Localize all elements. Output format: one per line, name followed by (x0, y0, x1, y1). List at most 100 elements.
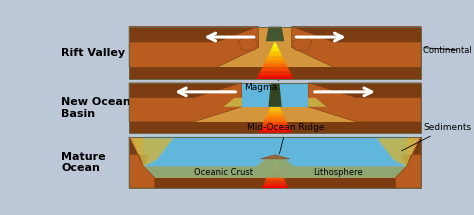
Polygon shape (273, 45, 277, 46)
Polygon shape (261, 127, 290, 128)
Polygon shape (268, 83, 282, 107)
Text: Mid-Ocean Ridge: Mid-Ocean Ridge (247, 123, 325, 154)
Polygon shape (264, 118, 285, 120)
Polygon shape (262, 124, 288, 125)
Polygon shape (270, 168, 281, 169)
Polygon shape (129, 27, 258, 42)
Polygon shape (273, 99, 277, 100)
Text: Magma: Magma (244, 80, 279, 92)
Polygon shape (129, 178, 421, 188)
Polygon shape (129, 137, 421, 188)
Polygon shape (268, 54, 282, 55)
Text: Mature
Ocean: Mature Ocean (61, 152, 106, 173)
Polygon shape (262, 68, 289, 69)
Polygon shape (129, 83, 242, 122)
Polygon shape (271, 165, 279, 166)
Polygon shape (266, 176, 283, 177)
Polygon shape (261, 125, 289, 127)
Polygon shape (270, 106, 280, 108)
Polygon shape (258, 75, 292, 76)
Polygon shape (265, 179, 285, 180)
Polygon shape (267, 56, 283, 57)
Polygon shape (268, 171, 282, 172)
Polygon shape (274, 41, 276, 43)
Polygon shape (272, 103, 278, 104)
Polygon shape (274, 157, 276, 158)
Polygon shape (272, 102, 278, 103)
Polygon shape (263, 122, 287, 123)
Polygon shape (129, 137, 155, 188)
Polygon shape (271, 104, 279, 105)
Polygon shape (272, 161, 278, 163)
Polygon shape (274, 156, 276, 157)
Polygon shape (264, 63, 286, 64)
Text: Oceanic Crust: Oceanic Crust (194, 168, 253, 177)
Polygon shape (224, 98, 242, 107)
Polygon shape (308, 83, 421, 98)
Text: Rift Valley: Rift Valley (61, 48, 125, 58)
Polygon shape (264, 64, 287, 65)
Polygon shape (269, 169, 281, 170)
Polygon shape (273, 44, 277, 45)
Polygon shape (273, 160, 278, 161)
Polygon shape (269, 52, 281, 54)
Polygon shape (272, 48, 279, 49)
Polygon shape (270, 108, 281, 109)
Bar (129, 27, 421, 79)
Polygon shape (263, 185, 287, 186)
Polygon shape (270, 167, 280, 168)
Polygon shape (260, 128, 290, 129)
Polygon shape (260, 129, 291, 130)
Polygon shape (267, 174, 283, 175)
Polygon shape (265, 60, 285, 61)
Polygon shape (377, 138, 418, 166)
Polygon shape (129, 27, 258, 67)
Polygon shape (264, 183, 286, 184)
Polygon shape (129, 122, 421, 133)
Text: Sediments: Sediments (401, 123, 471, 151)
Bar (129, 83, 421, 133)
Polygon shape (257, 78, 293, 79)
Polygon shape (272, 46, 278, 48)
Polygon shape (144, 137, 406, 166)
Polygon shape (129, 83, 421, 133)
Polygon shape (268, 110, 282, 111)
Polygon shape (292, 37, 312, 50)
Polygon shape (271, 164, 279, 165)
Bar (129, 137, 421, 188)
Polygon shape (270, 50, 280, 51)
Polygon shape (257, 76, 293, 78)
Polygon shape (272, 163, 279, 164)
Polygon shape (264, 121, 287, 122)
Polygon shape (260, 70, 290, 71)
Polygon shape (271, 49, 279, 50)
Polygon shape (274, 97, 275, 98)
Polygon shape (274, 98, 276, 99)
Polygon shape (262, 66, 288, 68)
Polygon shape (264, 61, 285, 63)
Polygon shape (271, 105, 280, 106)
Polygon shape (265, 117, 285, 118)
Polygon shape (264, 120, 286, 121)
Polygon shape (273, 100, 277, 102)
Polygon shape (308, 83, 421, 122)
Text: New Ocean
Basin: New Ocean Basin (61, 97, 131, 118)
Polygon shape (266, 59, 284, 60)
Polygon shape (266, 115, 284, 116)
Text: Continental Crust: Continental Crust (423, 46, 474, 55)
Polygon shape (267, 175, 283, 176)
Polygon shape (270, 166, 280, 167)
Polygon shape (262, 187, 288, 188)
Polygon shape (129, 137, 149, 166)
Polygon shape (258, 74, 292, 75)
Polygon shape (259, 130, 291, 131)
Polygon shape (268, 111, 282, 112)
Polygon shape (263, 65, 287, 66)
Polygon shape (266, 177, 284, 178)
Polygon shape (270, 51, 281, 52)
Polygon shape (259, 72, 291, 74)
Polygon shape (401, 137, 421, 166)
Polygon shape (266, 57, 283, 59)
Polygon shape (266, 116, 284, 117)
Polygon shape (242, 83, 308, 107)
